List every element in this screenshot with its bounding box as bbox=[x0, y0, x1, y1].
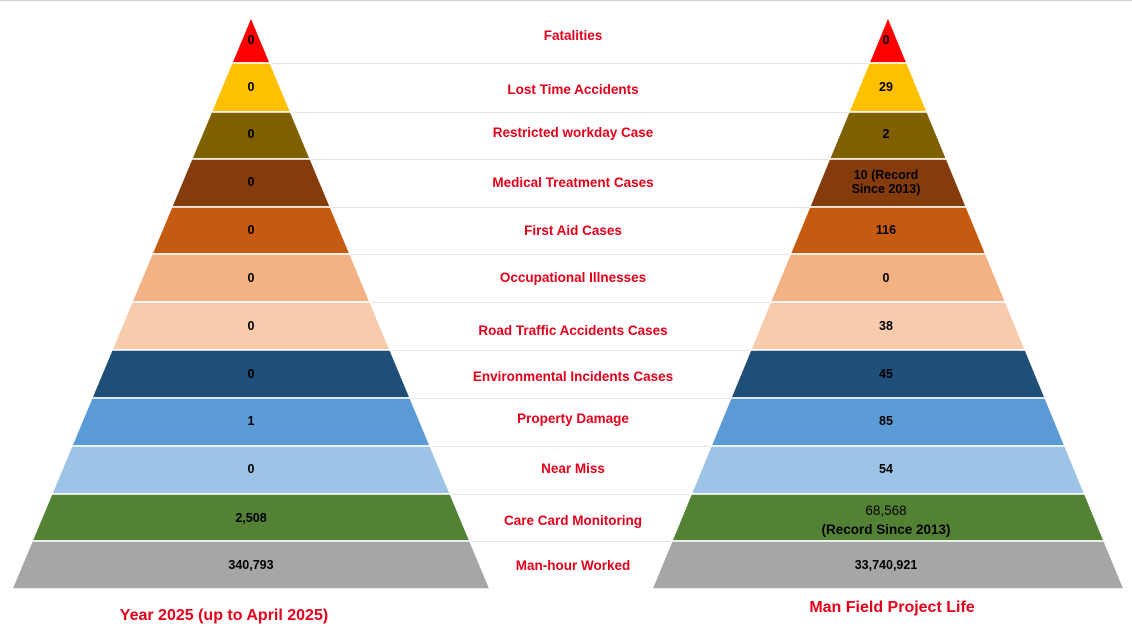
right-pyramid-value: 116 bbox=[875, 223, 897, 237]
left-pyramid-value: 2,508 bbox=[235, 511, 267, 525]
category-label: Man-hour Worked bbox=[515, 558, 631, 573]
right-pyramid-value: 10 (Record Since 2013) bbox=[851, 168, 921, 196]
left-pyramid-value: 0 bbox=[247, 33, 255, 47]
left-pyramid-value: 0 bbox=[247, 462, 255, 476]
right-pyramid-value: 0 bbox=[882, 33, 890, 47]
right-pyramid-value: 85 bbox=[879, 414, 893, 428]
category-label: Care Card Monitoring bbox=[503, 513, 642, 528]
right-pyramid-value: 54 bbox=[879, 462, 893, 476]
right-pyramid-value: 0 bbox=[882, 271, 890, 285]
left-pyramid-value: 0 bbox=[247, 80, 255, 94]
left-pyramid-caption: Year 2025 (up to April 2025) bbox=[119, 607, 329, 624]
left-pyramid-value: 0 bbox=[247, 127, 255, 141]
left-pyramid-value: 0 bbox=[247, 175, 255, 189]
left-pyramid-value: 0 bbox=[247, 271, 255, 285]
category-label: Occupational Illnesses bbox=[499, 270, 647, 285]
right-pyramid-value: 38 bbox=[879, 319, 893, 333]
right-pyramid-value: 33,740,921 bbox=[854, 558, 918, 572]
category-label: Property Damage bbox=[517, 411, 629, 426]
right-pyramid-value: 2 bbox=[882, 127, 890, 141]
top-rule bbox=[0, 0, 1132, 1]
left-pyramid-value: 1 bbox=[247, 414, 255, 428]
right-pyramid-value: 29 bbox=[879, 80, 893, 94]
left-pyramid-value: 340,793 bbox=[228, 558, 274, 572]
right-pyramid-level-12 bbox=[650, 540, 1126, 590]
category-label: Environmental Incidents Cases bbox=[472, 369, 674, 384]
right-pyramid-value: 68,568 (Record Since 2013) bbox=[796, 501, 976, 539]
right-pyramid-value: 45 bbox=[879, 367, 893, 381]
category-label: Lost Time Accidents bbox=[507, 82, 639, 97]
right-pyramid-caption: Man Field Project Life bbox=[809, 599, 975, 616]
category-label: Fatalities bbox=[543, 28, 603, 43]
right-pyramid-value-note: (Record Since 2013) bbox=[821, 522, 951, 537]
right-pyramid-value-main: 68,568 bbox=[865, 503, 907, 518]
category-label: First Aid Cases bbox=[524, 223, 622, 238]
category-label: Road Traffic Accidents Cases bbox=[478, 323, 668, 338]
category-label: Medical Treatment Cases bbox=[492, 175, 654, 190]
left-pyramid-level-12 bbox=[10, 540, 492, 590]
category-label: Near Miss bbox=[541, 461, 605, 476]
left-pyramid-value: 0 bbox=[247, 367, 255, 381]
left-pyramid-value: 0 bbox=[247, 223, 255, 237]
category-label: Restricted workday Case bbox=[492, 125, 654, 140]
left-pyramid-value: 0 bbox=[247, 319, 255, 333]
